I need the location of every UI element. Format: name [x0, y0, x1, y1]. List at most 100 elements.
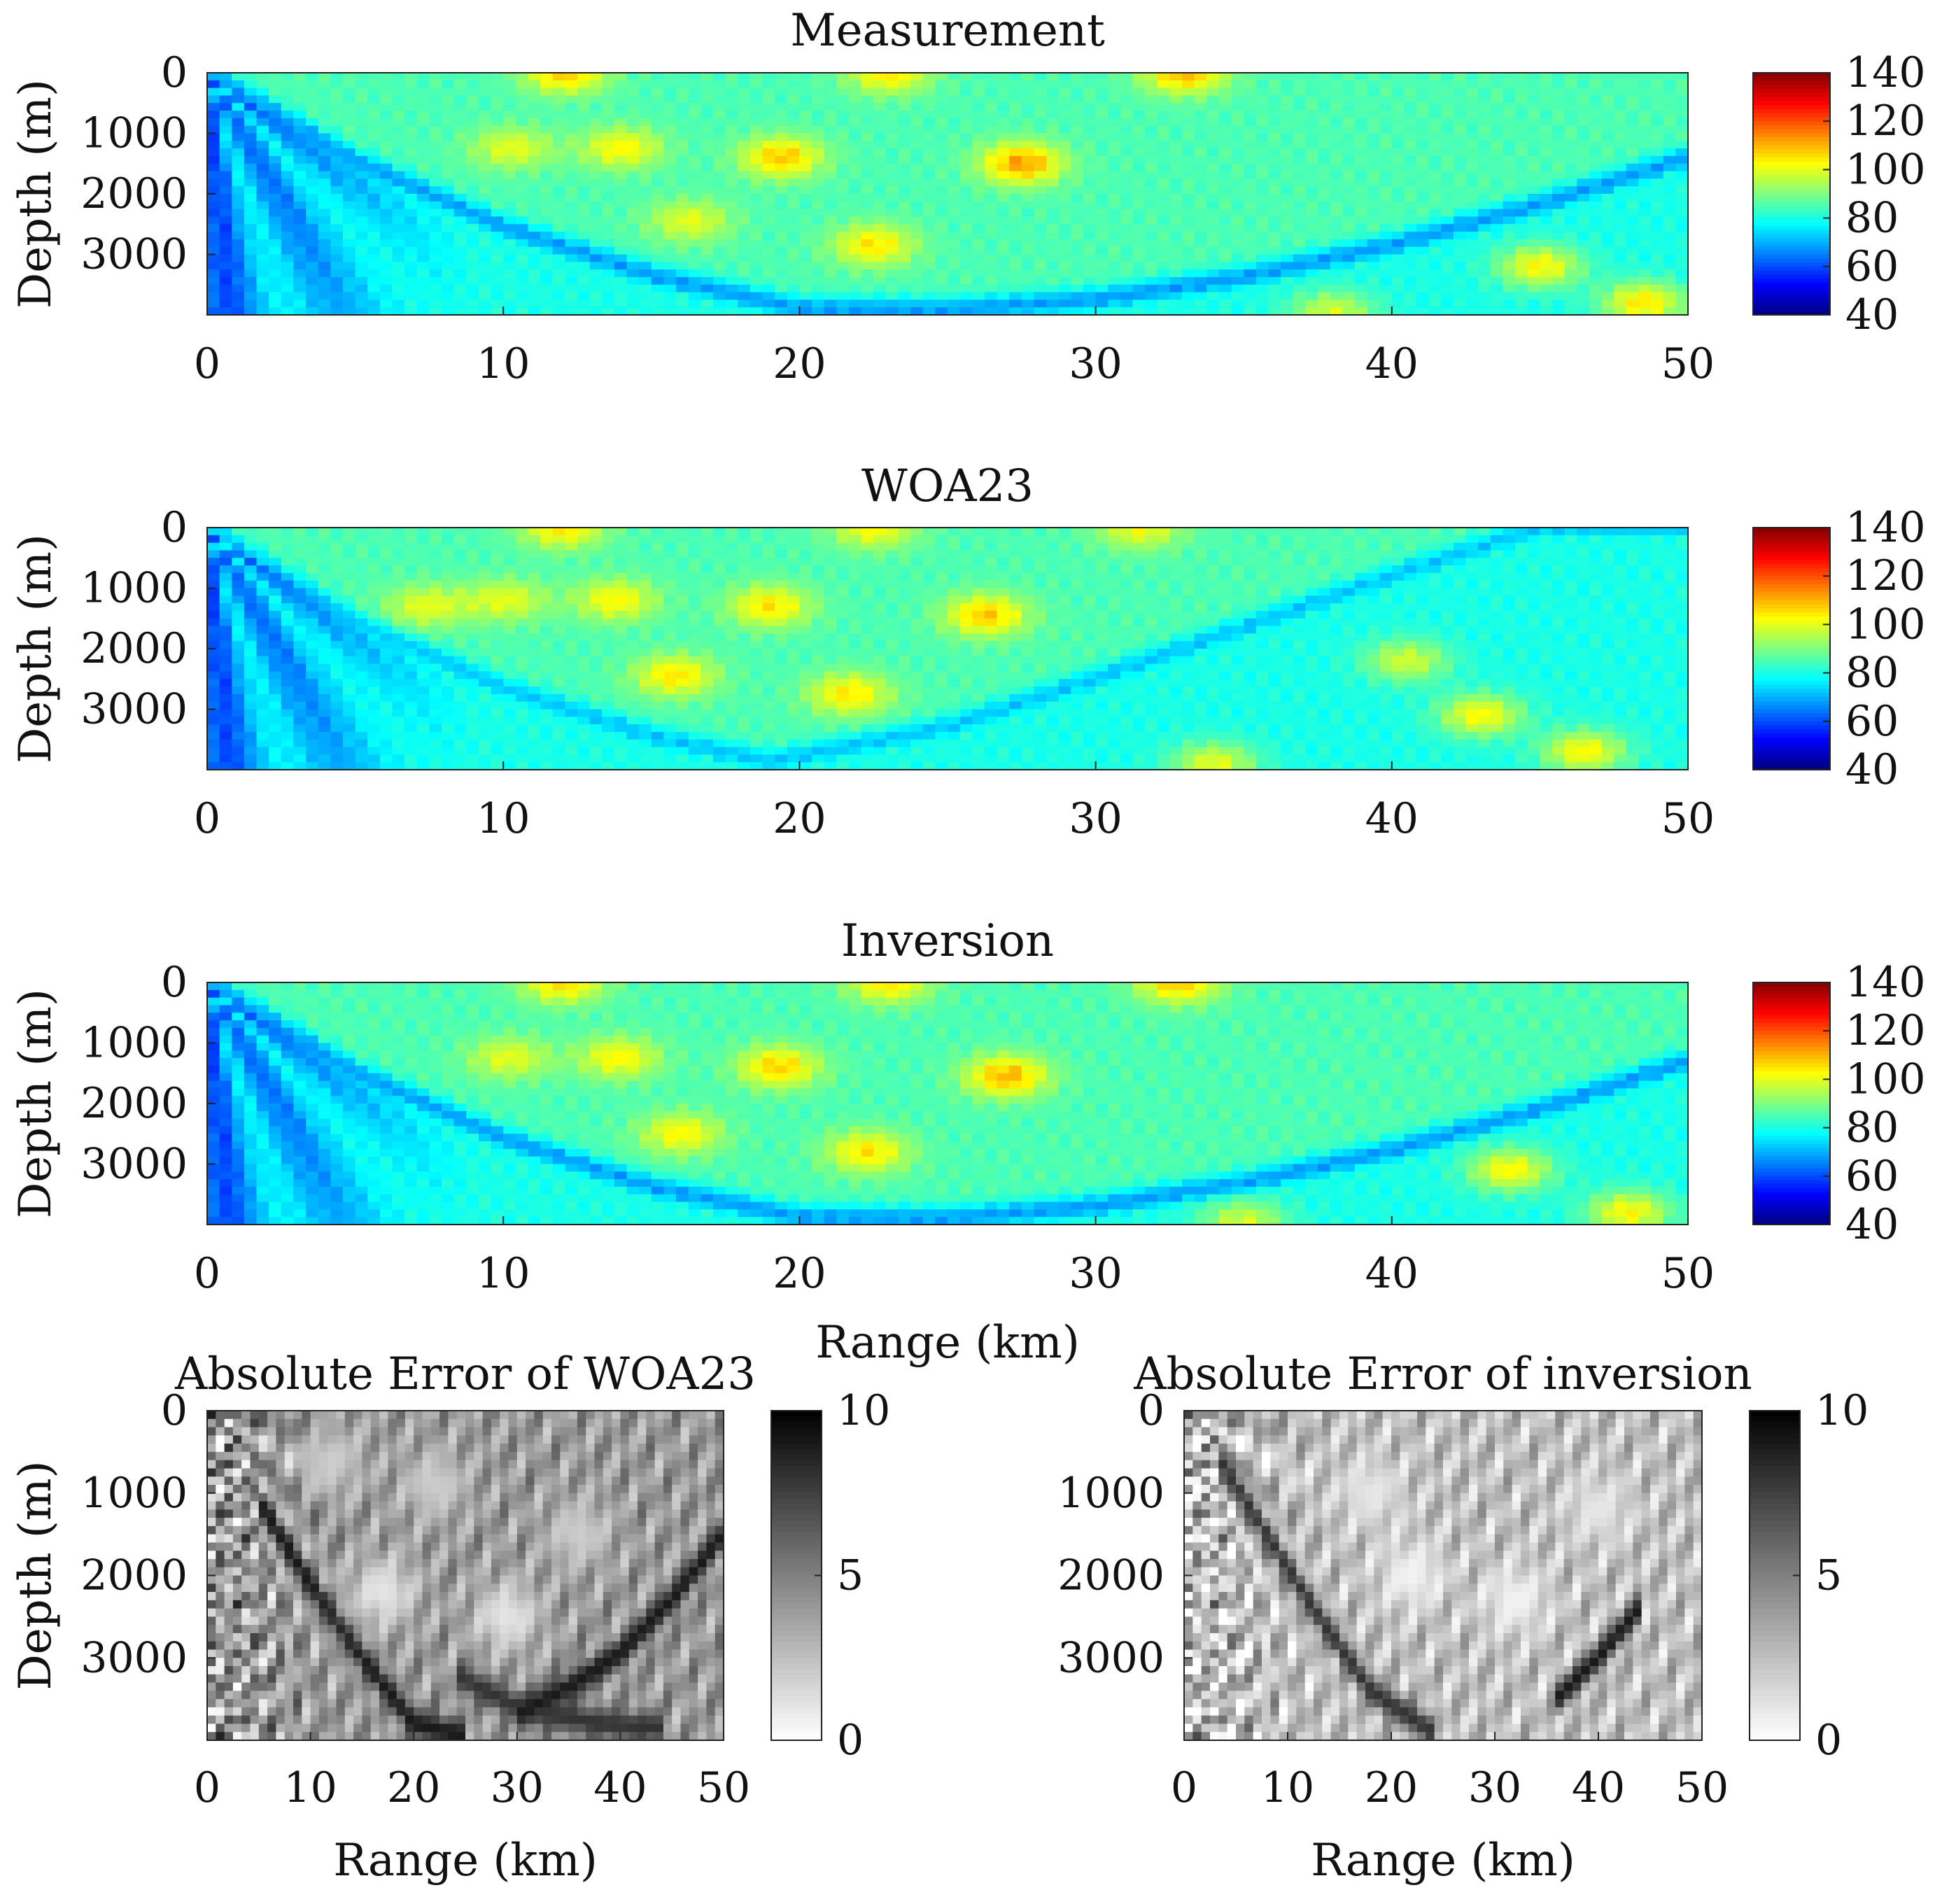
heatmap-cell [676, 118, 689, 127]
heatmap-cell [861, 209, 874, 218]
heatmap-cell [1281, 254, 1294, 263]
heatmap-cell [478, 739, 492, 748]
heatmap-cell [330, 754, 344, 763]
heatmap-cell [207, 649, 220, 657]
heatmap-cell [614, 284, 628, 293]
heatmap-cell [429, 118, 442, 127]
heatmap-cell [503, 171, 516, 180]
heatmap-cell [984, 299, 998, 308]
heatmap-cell [997, 133, 1010, 142]
heatmap-cell [453, 618, 467, 627]
heatmap-cell [515, 671, 529, 680]
heatmap-cell [836, 178, 850, 187]
heatmap-cell [688, 292, 702, 301]
heatmap-cell [306, 641, 319, 649]
heatmap-cell [1552, 178, 1565, 187]
heatmap-cell [799, 254, 812, 263]
heatmap-cell [836, 155, 850, 164]
heatmap-cell [1503, 299, 1516, 308]
heatmap-cell [1157, 201, 1171, 210]
heatmap-cell [219, 724, 233, 733]
heatmap-cell [602, 724, 615, 733]
heatmap-cell [1157, 224, 1171, 232]
heatmap-cell [429, 269, 442, 278]
heatmap-cell [836, 299, 850, 308]
heatmap-cell [1614, 262, 1627, 270]
heatmap-cell [1218, 299, 1232, 308]
heatmap-cell [824, 186, 838, 195]
heatmap-cell [1071, 133, 1084, 142]
heatmap-cell [478, 542, 492, 551]
heatmap-cell [1589, 87, 1603, 97]
heatmap-cell [466, 656, 479, 665]
heatmap-cell [256, 87, 269, 97]
heatmap-cell [416, 111, 430, 119]
heatmap-cell [565, 610, 578, 619]
heatmap-cell [812, 276, 825, 285]
x-tick-label: 50 [1661, 339, 1715, 388]
heatmap-cell [306, 148, 319, 157]
heatmap-cell [787, 133, 801, 142]
heatmap-cell [503, 649, 516, 657]
heatmap-cell [787, 118, 801, 127]
heatmap-cell [565, 633, 578, 642]
heatmap-cell [799, 284, 812, 293]
heatmap-cell [1244, 163, 1257, 172]
heatmap-cell [1046, 239, 1060, 248]
heatmap-cell [207, 641, 220, 649]
heatmap-cell [1132, 141, 1146, 149]
x-tick-label: 20 [773, 339, 826, 388]
heatmap-cell [688, 111, 702, 119]
heatmap-cell [1465, 276, 1479, 285]
heatmap-cell [232, 724, 245, 733]
heatmap-cell [367, 186, 381, 195]
heatmap-cell [626, 209, 640, 218]
heatmap-cell [207, 246, 220, 255]
heatmap-cell [1675, 269, 1689, 278]
heatmap-cell [1342, 194, 1356, 202]
heatmap-cell [1095, 232, 1109, 240]
heatmap-cell [1330, 209, 1344, 218]
heatmap-cell [1391, 148, 1405, 157]
heatmap-cell [442, 649, 455, 657]
heatmap-cell [293, 762, 307, 770]
heatmap-cell [342, 747, 356, 756]
heatmap-cell [453, 693, 467, 703]
heatmap-cell [1527, 95, 1541, 104]
heatmap-cell [552, 595, 566, 604]
heatmap-cell [626, 224, 640, 232]
heatmap-cell [1540, 73, 1553, 81]
heatmap-cell [429, 641, 442, 649]
heatmap-cell [1132, 216, 1146, 225]
heatmap-cell [540, 269, 554, 278]
heatmap-cell [552, 178, 566, 187]
heatmap-cell [948, 246, 961, 255]
heatmap-cell [972, 201, 985, 210]
x-tick-label: 10 [477, 339, 530, 388]
heatmap-cell [392, 679, 405, 687]
heatmap-cell [342, 118, 356, 127]
heatmap-cell [1552, 163, 1565, 172]
heatmap-cell [232, 663, 245, 672]
heatmap-cell [972, 186, 985, 195]
heatmap-cell [1441, 216, 1454, 225]
heatmap-cell [256, 724, 269, 733]
heatmap-cell [565, 125, 578, 134]
heatmap-cell [318, 626, 332, 635]
heatmap-cell [898, 254, 911, 263]
heatmap-cell [1601, 125, 1614, 134]
heatmap-cell [478, 572, 492, 581]
heatmap-cell [269, 155, 282, 164]
heatmap-cell [1095, 171, 1109, 180]
heatmap-cell [1034, 299, 1047, 308]
heatmap-cell [626, 171, 640, 180]
heatmap-cell [379, 739, 393, 748]
heatmap-cell [1626, 118, 1640, 127]
heatmap-cell [342, 95, 356, 104]
heatmap-cell [1540, 118, 1553, 127]
heatmap-cell [1305, 201, 1318, 210]
heatmap-cell [1034, 73, 1047, 81]
heatmap-cell [478, 747, 492, 756]
heatmap-cell [442, 580, 455, 589]
heatmap-cell [1342, 186, 1356, 195]
